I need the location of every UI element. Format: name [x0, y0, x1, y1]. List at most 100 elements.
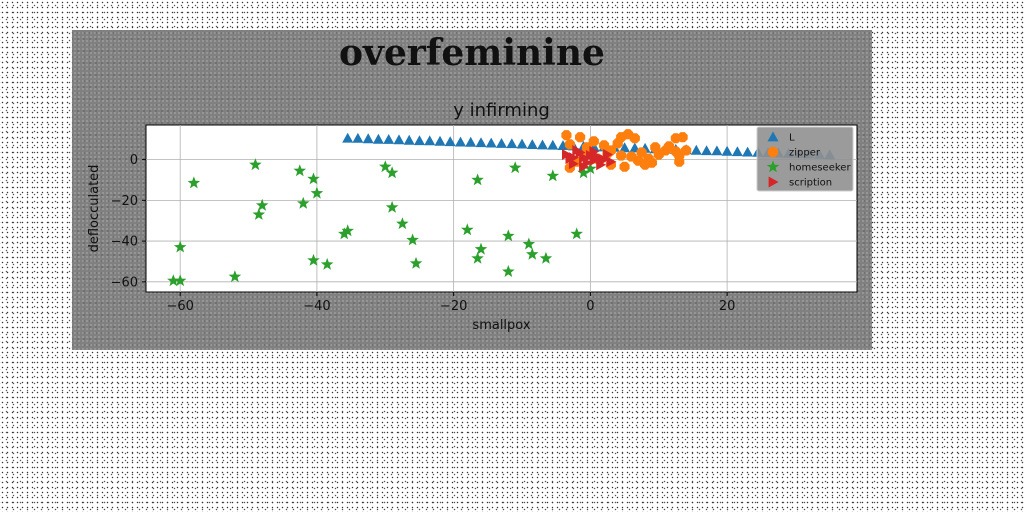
x-tick-label: −40 [303, 299, 330, 314]
x-axis-label: smallpox [472, 318, 530, 333]
plot-title: y infirming [453, 100, 550, 121]
chart-figure: overfeminine −60 −40 −20 0 20 0 −20 −40 −60 y inf… [72, 30, 872, 350]
homeseeker-point [297, 196, 310, 209]
zipper-point [636, 147, 647, 158]
scription-point [579, 161, 589, 173]
homeseeker-point [406, 233, 419, 246]
y-axis-label: deflocculated [87, 165, 102, 253]
homeseeker-point [471, 251, 484, 264]
scription-point [603, 149, 613, 160]
legend-marker-zipper [767, 146, 779, 158]
zipper-point [674, 156, 685, 167]
L-point [342, 132, 354, 143]
zipper-point [650, 142, 661, 153]
L-point [434, 135, 446, 146]
legend-marker-scription [768, 176, 779, 188]
grid-lines [146, 125, 857, 292]
L-point [701, 145, 713, 156]
scription-point [589, 146, 600, 157]
L-point [526, 139, 538, 149]
L-point [547, 139, 559, 150]
legend-label: zipper [789, 148, 821, 159]
homeseeker-point [396, 217, 409, 230]
L-point [496, 138, 507, 148]
zipper-point [629, 133, 640, 144]
y-tick-label: 0 [130, 153, 138, 168]
L-point [485, 137, 497, 148]
L-point [721, 145, 733, 156]
homeseeker-point [526, 247, 539, 260]
homeseeker-point [522, 237, 536, 250]
homeseeker-point [173, 274, 187, 287]
legend-label: scription [789, 178, 832, 189]
legend-label: L [789, 133, 795, 144]
series-scription [562, 145, 617, 173]
homeseeker-point [539, 251, 553, 264]
scription-point [579, 152, 589, 164]
homeseeker-point [307, 172, 320, 185]
homeseeker-point [187, 176, 201, 189]
y-tick-label: −20 [111, 194, 138, 209]
homeseeker-point [379, 160, 392, 173]
homeseeker-point [385, 200, 399, 213]
homeseeker-point [338, 227, 351, 240]
homeseeker-point [167, 274, 180, 287]
homeseeker-point [249, 158, 262, 171]
plot-area [145, 124, 858, 293]
L-point [537, 139, 548, 150]
L-point [731, 146, 743, 157]
L-point [383, 134, 395, 144]
homeseeker-point [310, 186, 324, 199]
L-point [362, 133, 374, 144]
L-point [742, 146, 754, 157]
homeseeker-point [474, 242, 488, 255]
L-point [516, 138, 528, 149]
homeseeker-point [570, 227, 583, 240]
L-point [690, 144, 702, 155]
L-point [619, 142, 631, 153]
homeseeker-point [173, 240, 187, 253]
zipper-point [677, 132, 688, 143]
zipper-point [640, 159, 651, 170]
homeseeker-point [252, 208, 266, 220]
x-tick-label: 20 [719, 299, 736, 314]
y-tick-label: −60 [111, 275, 138, 290]
homeseeker-point [502, 265, 515, 277]
x-tick-label: −60 [166, 299, 193, 314]
scription-point [606, 156, 617, 168]
homeseeker-point [508, 161, 522, 174]
scription-point [568, 152, 579, 164]
scription-point [572, 145, 583, 156]
L-point [444, 136, 456, 147]
homeseeker-point [471, 173, 484, 186]
zipper-point [681, 145, 692, 156]
scatter-plot: −60 −40 −20 0 20 0 −20 −40 −60 y infirming smallpo… [87, 100, 858, 333]
homeseeker-point [409, 256, 423, 269]
homeseeker-point [577, 166, 590, 179]
zipper-point [619, 161, 630, 172]
zipper-point [588, 136, 599, 147]
zipper-point [561, 130, 572, 141]
L-point [424, 135, 436, 146]
L-point [393, 134, 405, 145]
homeseeker-point [228, 270, 242, 283]
L-point [465, 136, 477, 147]
legend-marker-homeseeker [766, 160, 780, 173]
homeseeker-point [293, 164, 307, 177]
homeseeker-point [584, 162, 597, 175]
y-tick-label: −40 [111, 235, 138, 250]
zipper-point [616, 132, 627, 143]
figure-suptitle: overfeminine [339, 32, 605, 74]
L-point [455, 136, 466, 147]
zipper-point [616, 150, 627, 161]
zipper-point [575, 132, 586, 143]
x-tick-label: −20 [440, 299, 467, 314]
L-point [372, 133, 384, 144]
L-point [414, 135, 425, 146]
homeseeker-point [502, 229, 515, 242]
homeseeker-point [546, 169, 560, 182]
homeseeker-point [255, 198, 269, 211]
legend-marker-L [767, 131, 779, 142]
homeseeker-point [461, 223, 474, 236]
L-point [711, 145, 723, 156]
